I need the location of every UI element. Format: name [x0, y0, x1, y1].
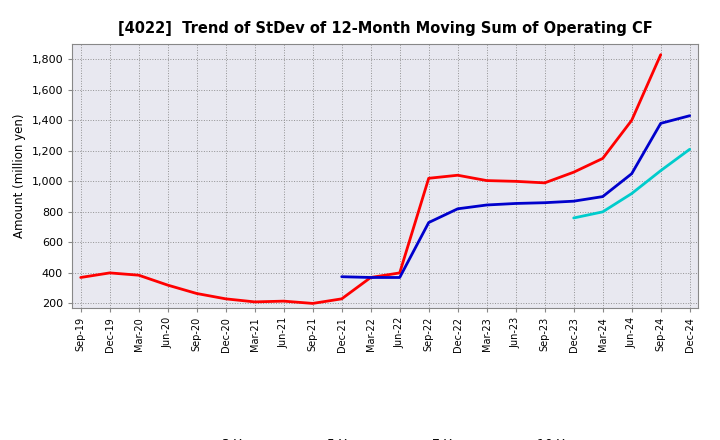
Legend: 3 Years, 5 Years, 7 Years, 10 Years: 3 Years, 5 Years, 7 Years, 10 Years: [176, 433, 595, 440]
Y-axis label: Amount (million yen): Amount (million yen): [13, 114, 26, 238]
Title: [4022]  Trend of StDev of 12-Month Moving Sum of Operating CF: [4022] Trend of StDev of 12-Month Moving…: [118, 21, 652, 36]
